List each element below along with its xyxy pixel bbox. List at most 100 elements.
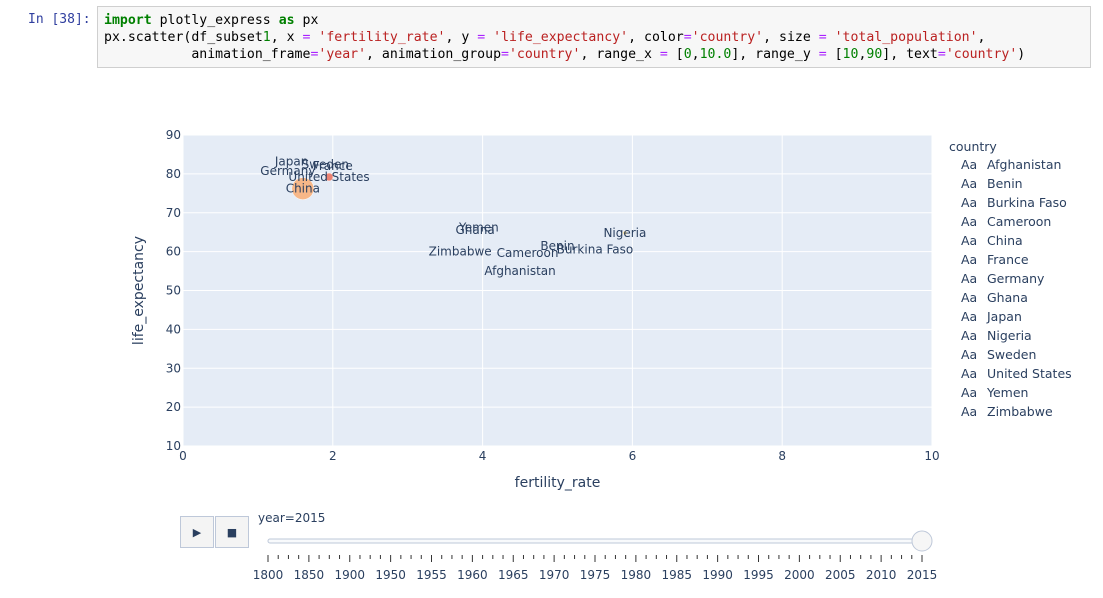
stop-icon: ■	[226, 525, 238, 539]
stop-button[interactable]: ■	[215, 516, 249, 548]
legend-label: Cameroon	[987, 214, 1051, 229]
legend-item[interactable]: Aa United States	[961, 366, 1072, 381]
point-label: Benin	[540, 239, 574, 253]
code-line-1: px.scatter(df_subset1, x = 'fertility_ra…	[104, 30, 986, 45]
legend-item[interactable]: Aa Nigeria	[961, 328, 1032, 343]
data-point[interactable]	[291, 177, 315, 200]
slider-tick-label[interactable]: 1950	[375, 568, 406, 582]
y-tick-label: 20	[166, 400, 181, 414]
legend-item[interactable]: Aa Afghanistan	[961, 157, 1061, 172]
slider-tick-label[interactable]: 1980	[621, 568, 652, 582]
point-label: Afghanistan	[484, 264, 555, 278]
slider-tick-label[interactable]: 1975	[580, 568, 611, 582]
code-line-2: animation_frame='year', animation_group=…	[104, 47, 1026, 62]
legend-swatch: Aa	[961, 214, 977, 229]
slider-tick-label[interactable]: 1990	[702, 568, 733, 582]
y-tick-label: 80	[166, 167, 181, 181]
legend-item[interactable]: Aa China	[961, 233, 1023, 248]
legend-swatch: Aa	[961, 176, 977, 191]
legend-swatch: Aa	[961, 233, 977, 248]
legend-item[interactable]: Aa Ghana	[961, 290, 1028, 305]
slider-tick-label[interactable]: 1995	[743, 568, 774, 582]
slider-current-label: year=2015	[258, 511, 325, 525]
legend-label: Nigeria	[987, 328, 1032, 343]
legend-item[interactable]: Aa Burkina Faso	[961, 195, 1067, 210]
legend-swatch: Aa	[961, 290, 977, 305]
x-axis-ticks: 0 2 4 6 8 10	[179, 449, 939, 463]
legend-label: Zimbabwe	[987, 404, 1053, 419]
legend-item[interactable]: Aa Japan	[961, 309, 1022, 324]
legend-item[interactable]: Aa Cameroon	[961, 214, 1051, 229]
legend-item[interactable]: Aa France	[961, 252, 1029, 267]
legend-swatch: Aa	[961, 271, 977, 286]
x-tick-label: 6	[629, 449, 637, 463]
slider-tick-label[interactable]: 1985	[661, 568, 692, 582]
legend-label: Germany	[987, 271, 1045, 286]
y-tick-label: 50	[166, 284, 181, 298]
legend-swatch: Aa	[961, 195, 977, 210]
point-label: United States	[288, 170, 369, 184]
point-label: Yemen	[458, 221, 499, 235]
slider-tick-label[interactable]: 1850	[294, 568, 325, 582]
legend-swatch: Aa	[961, 385, 977, 400]
slider-tick-label[interactable]: 1955	[416, 568, 447, 582]
point-label: Sweden	[302, 158, 349, 172]
legend-item[interactable]: Aa Germany	[961, 271, 1045, 286]
y-tick-label: 60	[166, 245, 181, 259]
legend-label: France	[987, 252, 1029, 267]
slider-tick-label[interactable]: 1965	[498, 568, 529, 582]
legend-label: Ghana	[987, 290, 1028, 305]
slider-tick-label[interactable]: 2000	[784, 568, 815, 582]
x-tick-label: 0	[179, 449, 187, 463]
legend-item[interactable]: Aa Yemen	[961, 385, 1028, 400]
legend-label: Benin	[987, 176, 1023, 191]
data-point[interactable]	[622, 230, 628, 236]
y-tick-label: 40	[166, 322, 181, 336]
slider-tick-label[interactable]: 2015	[907, 568, 938, 582]
point-label: Cameroon	[497, 246, 559, 260]
slider-rail[interactable]	[267, 538, 923, 544]
x-axis-title: fertility_rate	[515, 475, 601, 491]
cell-prompt: In [38]:	[28, 12, 91, 27]
point-label: Japan	[274, 154, 308, 168]
data-point[interactable]	[324, 172, 334, 182]
point-label: Ghana	[456, 223, 495, 237]
x-tick-label: 8	[778, 449, 786, 463]
point-label: Germany	[260, 164, 315, 178]
point-label: Nigeria	[603, 226, 646, 240]
legend-swatch: Aa	[961, 157, 977, 172]
y-axis-ticks: 10 20 30 40 50 60 70 80 90	[166, 128, 181, 453]
legend-item[interactable]: Aa Benin	[961, 176, 1023, 191]
slider-tick-label[interactable]: 1970	[539, 568, 570, 582]
legend-label: United States	[987, 366, 1072, 381]
slider-tick-label[interactable]: 1800	[253, 568, 284, 582]
legend-label: Yemen	[986, 385, 1028, 400]
x-tick-label: 2	[329, 449, 337, 463]
legend-item[interactable]: Aa Sweden	[961, 347, 1036, 362]
legend-title: country	[949, 139, 997, 154]
year-slider[interactable]: year=2015 1800 1850 1900 1950 1955 1960 1965 19…	[253, 511, 938, 582]
legend-swatch: Aa	[961, 328, 977, 343]
code-keyword-as: as	[278, 13, 295, 28]
legend-label: Sweden	[987, 347, 1036, 362]
legend-item[interactable]: Aa Zimbabwe	[961, 404, 1053, 419]
legend-swatch: Aa	[961, 347, 977, 362]
legend-swatch: Aa	[961, 404, 977, 419]
slider-tick-label[interactable]: 1960	[457, 568, 488, 582]
point-label: Zimbabwe	[429, 245, 492, 259]
slider-handle[interactable]	[911, 530, 933, 552]
grid-lines	[182, 134, 933, 447]
play-button[interactable]: ▶	[180, 516, 214, 548]
code-editor[interactable]: import plotly_express as px px.scatter(d…	[97, 6, 1091, 68]
y-tick-label: 70	[166, 206, 181, 220]
data-points	[291, 172, 628, 236]
x-tick-label: 4	[479, 449, 487, 463]
slider-tick-label[interactable]: 2005	[825, 568, 856, 582]
legend-label: Japan	[986, 309, 1022, 324]
slider-tick-label[interactable]: 2010	[866, 568, 897, 582]
slider-tick-label[interactable]: 1900	[334, 568, 365, 582]
legend-label: Burkina Faso	[987, 195, 1067, 210]
y-tick-label: 30	[166, 361, 181, 375]
